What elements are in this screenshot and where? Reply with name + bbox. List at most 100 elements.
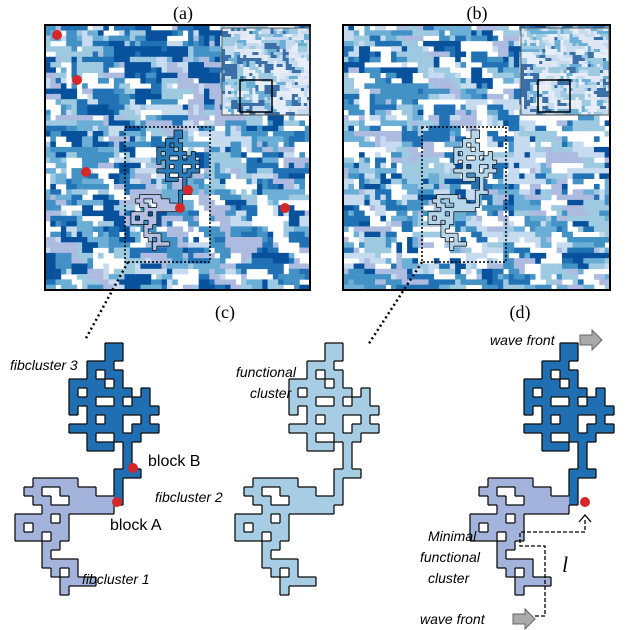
lattice-cell: [593, 184, 600, 190]
lattice-cell: [241, 168, 247, 174]
lattice-cell: [222, 49, 226, 53]
lattice-cell: [92, 25, 99, 31]
lattice-cell: [145, 268, 152, 275]
lattice-cell: [602, 43, 607, 47]
lattice-cell: [380, 199, 387, 206]
lattice-cell: [235, 237, 242, 243]
lattice-cell: [433, 30, 440, 36]
lattice-cell: [433, 125, 440, 132]
lattice-cell: [82, 67, 88, 73]
lattice-cell: [182, 131, 189, 137]
lattice-cell: [204, 274, 210, 280]
lattice-cell: [583, 215, 589, 222]
lattice-cell: [261, 109, 265, 113]
lattice-cell: [297, 43, 302, 47]
lattice-cell: [353, 99, 360, 105]
lattice-cell: [235, 125, 242, 132]
lattice-cell: [433, 67, 440, 73]
lattice-cell: [428, 157, 435, 164]
lattice-cell: [288, 37, 293, 41]
lattice-cell: [465, 88, 472, 95]
lattice-cell: [291, 100, 296, 104]
lattice-cell: [45, 242, 51, 248]
lattice-cell: [530, 31, 534, 35]
lattice-cell: [460, 215, 467, 222]
lattice-cell: [539, 31, 543, 35]
lattice-cell: [433, 25, 440, 31]
lattice-cell: [135, 279, 141, 285]
lattice-cell: [369, 109, 376, 116]
lattice-cell: [412, 215, 419, 222]
lattice-cell: [412, 162, 419, 169]
lattice-cell: [545, 189, 552, 195]
lattice-cell: [82, 189, 88, 195]
lattice-cell: [209, 226, 215, 232]
lattice-cell: [288, 100, 293, 104]
lattice-cell: [353, 205, 360, 211]
lattice-cell: [87, 263, 93, 270]
lattice-cell: [428, 146, 435, 153]
lattice-cell: [471, 252, 477, 259]
lattice-layer: [45, 25, 611, 291]
lattice-cell: [156, 120, 162, 126]
lattice-cell: [140, 78, 146, 84]
lattice-cell: [412, 46, 419, 52]
lattice-cell: [401, 67, 408, 73]
lattice-cell: [166, 268, 173, 275]
lattice-cell: [140, 284, 146, 291]
lattice-cell: [251, 146, 258, 153]
lattice-cell: [556, 184, 563, 190]
lattice-cell: [92, 109, 99, 116]
lattice-cell: [222, 106, 226, 110]
lattice-cell: [55, 99, 62, 105]
lattice-cell: [396, 83, 403, 89]
lattice-cell: [604, 215, 611, 222]
lattice-cell: [605, 43, 610, 47]
lattice-cell: [412, 83, 419, 89]
lattice-cell: [303, 31, 308, 35]
lattice-cell: [471, 125, 477, 132]
lattice-cell: [282, 61, 287, 65]
lattice-cell: [285, 91, 290, 95]
lattice-cell: [449, 268, 456, 275]
lattice-cell: [240, 85, 244, 89]
lattice-cell: [391, 115, 397, 121]
lattice-cell: [228, 40, 232, 44]
lattice-cell: [492, 231, 499, 238]
lattice-cell: [572, 194, 579, 201]
lattice-cell: [497, 178, 504, 185]
lattice-cell: [433, 184, 440, 190]
lattice-cell: [225, 112, 229, 116]
lattice-cell: [50, 157, 56, 164]
lattice-cell: [487, 25, 493, 31]
lattice-cell: [151, 157, 157, 164]
lattice-cell: [364, 252, 370, 259]
lattice-cell: [279, 67, 283, 71]
lattice-cell: [267, 28, 271, 32]
lattice-cell: [279, 82, 283, 86]
lattice-cell: [234, 28, 238, 32]
lattice-cell: [172, 263, 178, 270]
lattice-cell: [108, 136, 115, 142]
lattice-cell: [412, 263, 419, 270]
lattice-cell: [209, 146, 215, 153]
lattice-cell: [240, 91, 244, 95]
lattice-cell: [166, 46, 173, 52]
lattice-cell: [45, 78, 51, 84]
lattice-cell: [407, 93, 413, 100]
lattice-cell: [246, 112, 250, 116]
lattice-cell: [471, 88, 477, 95]
lattice-cell: [583, 168, 589, 174]
lattice-cell: [396, 221, 403, 227]
lattice-cell: [55, 146, 62, 153]
lattice-cell: [282, 31, 287, 35]
lattice-cell: [551, 263, 557, 270]
lattice-cell: [428, 199, 435, 206]
lattice-cell: [508, 35, 515, 42]
lattice-cell: [359, 120, 365, 126]
lattice-cell: [596, 31, 601, 35]
lattice-cell: [375, 88, 381, 95]
lattice-cell: [55, 51, 62, 58]
lattice-cell: [297, 52, 302, 56]
lattice-cell: [113, 221, 120, 227]
